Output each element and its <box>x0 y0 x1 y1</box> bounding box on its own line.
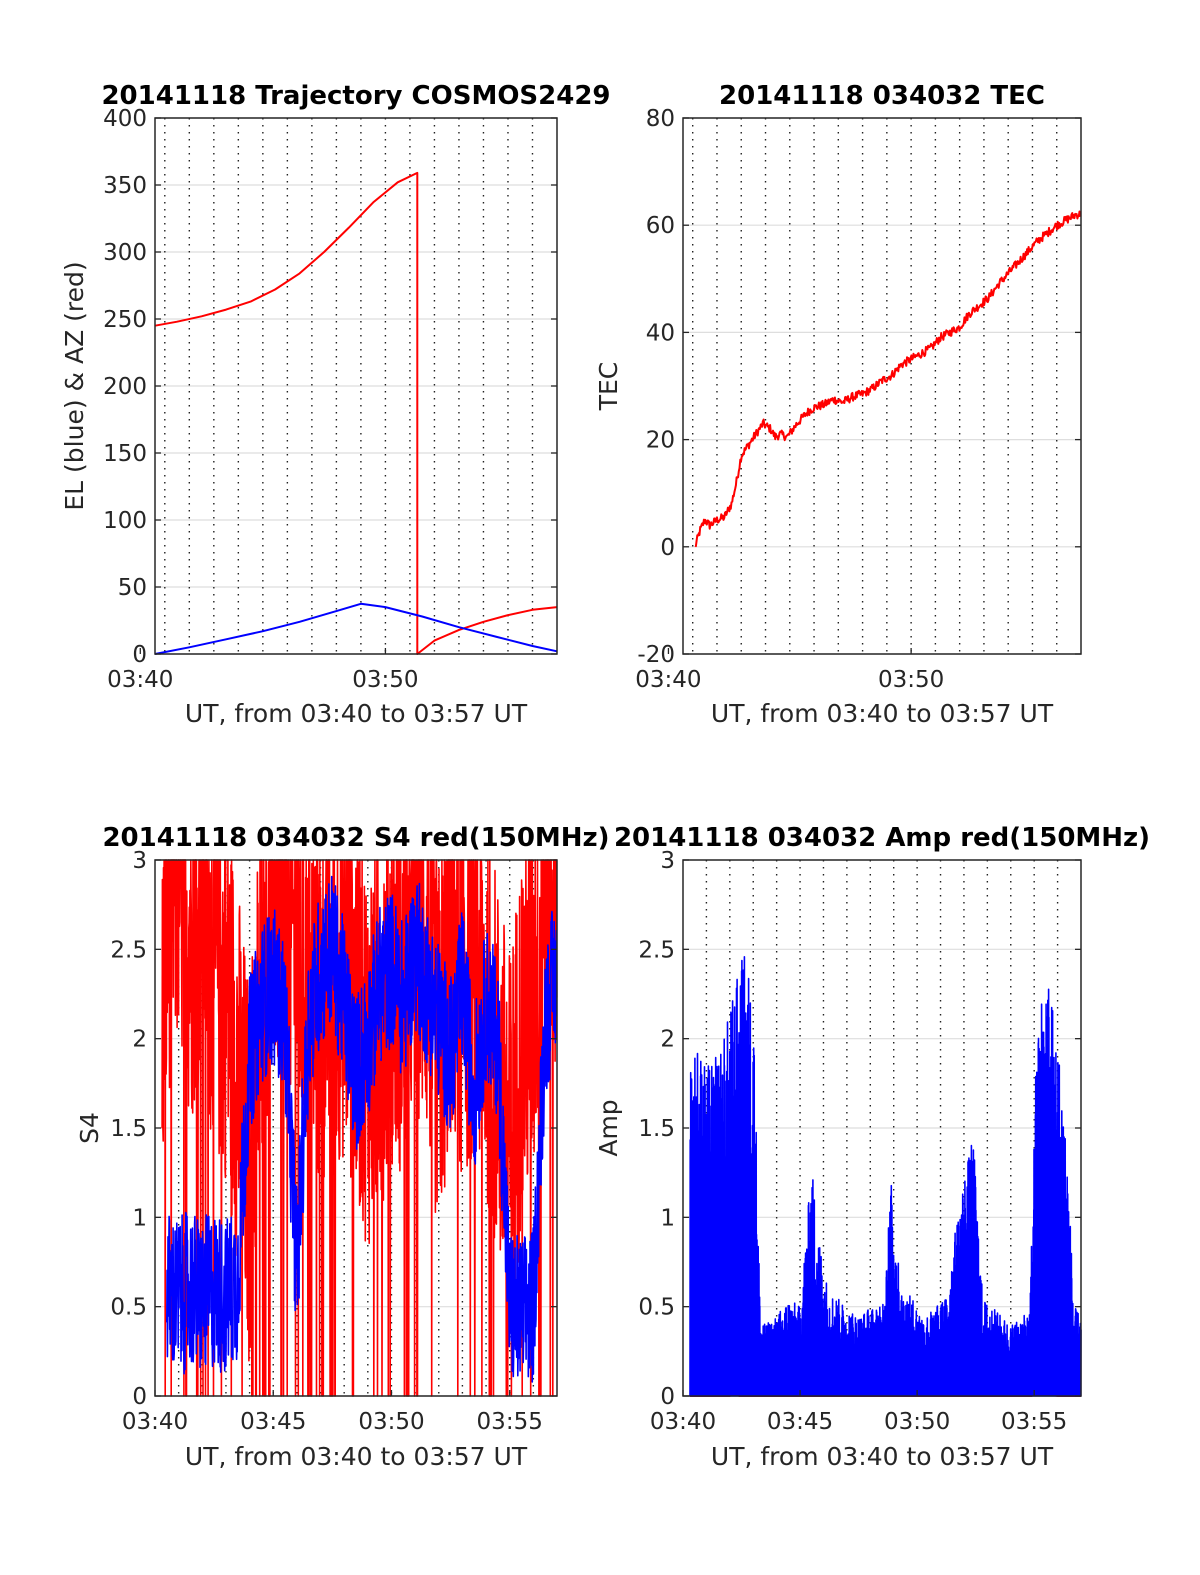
x-tick-label: 03:40 <box>122 1409 188 1435</box>
chart-title: 20141118 034032 S4 red(150MHz) <box>102 823 609 853</box>
y-tick-label: 80 <box>646 106 675 132</box>
x-tick-label: 03:45 <box>767 1409 833 1435</box>
y-axis-label: EL (blue) & AZ (red) <box>60 261 89 510</box>
y-tick-label: 0.5 <box>110 1295 147 1321</box>
y-tick-label: 2 <box>132 1027 147 1053</box>
y-tick-label: 100 <box>103 508 147 534</box>
series-line <box>154 602 558 655</box>
chart-title: 20141118 Trajectory COSMOS2429 <box>101 81 610 111</box>
ticks: 0 0.5 1 1.5 2 2.5 3 03:40 03:45 03:50 03:55 <box>638 848 1081 1435</box>
x-tick-label: 03:55 <box>477 1409 543 1435</box>
y-tick-label: 3 <box>660 848 675 874</box>
y-tick-label: 60 <box>646 213 675 239</box>
ticks: 0 50 100 150 200 250 300 350 400 03:40 03:50 <box>103 106 557 693</box>
series-line <box>689 956 1082 1397</box>
y-tick-label: 1 <box>132 1205 147 1231</box>
y-tick-label: 0 <box>132 1384 147 1410</box>
x-tick-label: 03:45 <box>240 1409 306 1435</box>
y-tick-label: 2.5 <box>638 937 675 963</box>
x-tick-label: 03:55 <box>1001 1409 1067 1435</box>
y-tick-label: 50 <box>118 575 147 601</box>
chart-tec: -20 0 20 40 60 80 03:40 03:50 20141118 034032 T… <box>594 81 1082 728</box>
y-axis-label: TEC <box>594 362 623 412</box>
series-line <box>166 875 558 1383</box>
chart-s4: 0 0.5 1 1.5 2 2.5 3 03:40 03:45 03:50 03:55 201411… <box>75 823 610 1471</box>
y-tick-label: 2.5 <box>110 937 147 963</box>
series-line <box>694 210 1082 548</box>
y-tick-label: 350 <box>103 173 147 199</box>
y-tick-label: 150 <box>103 441 147 467</box>
y-tick-label: 1.5 <box>638 1116 675 1142</box>
x-tick-label: 03:50 <box>884 1409 950 1435</box>
x-axis-label: UT, from 03:40 to 03:57 UT <box>711 1442 1054 1471</box>
series-group <box>694 210 1082 548</box>
chart-title: 20141118 034032 Amp red(150MHz) <box>614 823 1150 853</box>
y-tick-label: -20 <box>637 642 675 668</box>
x-axis-label: UT, from 03:40 to 03:57 UT <box>711 699 1054 728</box>
y-axis-label: S4 <box>75 1112 104 1144</box>
y-tick-label: 0 <box>660 1384 675 1410</box>
series-group <box>154 171 558 655</box>
y-tick-label: 2 <box>660 1027 675 1053</box>
y-tick-label: 3 <box>132 848 147 874</box>
y-tick-label: 1 <box>660 1205 675 1231</box>
x-axis-label: UT, from 03:40 to 03:57 UT <box>185 1442 528 1471</box>
x-tick-label: 03:40 <box>650 1409 716 1435</box>
x-tick-label: 03:50 <box>878 667 944 693</box>
x-tick-label: 03:50 <box>352 667 418 693</box>
x-tick-label: 03:40 <box>635 667 701 693</box>
y-tick-label: 0.5 <box>638 1295 675 1321</box>
y-tick-label: 250 <box>103 307 147 333</box>
y-tick-label: 200 <box>103 374 147 400</box>
y-tick-label: 300 <box>103 240 147 266</box>
x-tick-label: 03:40 <box>107 667 173 693</box>
y-tick-label: 400 <box>103 106 147 132</box>
chart-title: 20141118 034032 TEC <box>719 81 1045 111</box>
series-line <box>154 171 558 655</box>
ticks: -20 0 20 40 60 80 03:40 03:50 <box>635 106 1081 693</box>
x-axis-label: UT, from 03:40 to 03:57 UT <box>185 699 528 728</box>
ticks: 0 0.5 1 1.5 2 2.5 3 03:40 03:45 03:50 03:55 <box>110 848 557 1435</box>
x-tick-label: 03:50 <box>358 1409 424 1435</box>
series-group <box>161 859 558 1397</box>
plot-frame <box>682 117 1082 655</box>
chart-trajectory: 0 50 100 150 200 250 300 350 400 03:40 03:50 20141… <box>60 81 611 728</box>
chart-amp: 0 0.5 1 1.5 2 2.5 3 03:40 03:45 03:50 03:55 201411… <box>594 823 1150 1471</box>
y-tick-label: 1.5 <box>110 1116 147 1142</box>
y-tick-label: 20 <box>646 428 675 454</box>
y-tick-label: 40 <box>646 320 675 346</box>
y-axis-label: Amp <box>594 1099 623 1156</box>
y-tick-label: 0 <box>132 642 147 668</box>
y-tick-label: 0 <box>660 535 675 561</box>
